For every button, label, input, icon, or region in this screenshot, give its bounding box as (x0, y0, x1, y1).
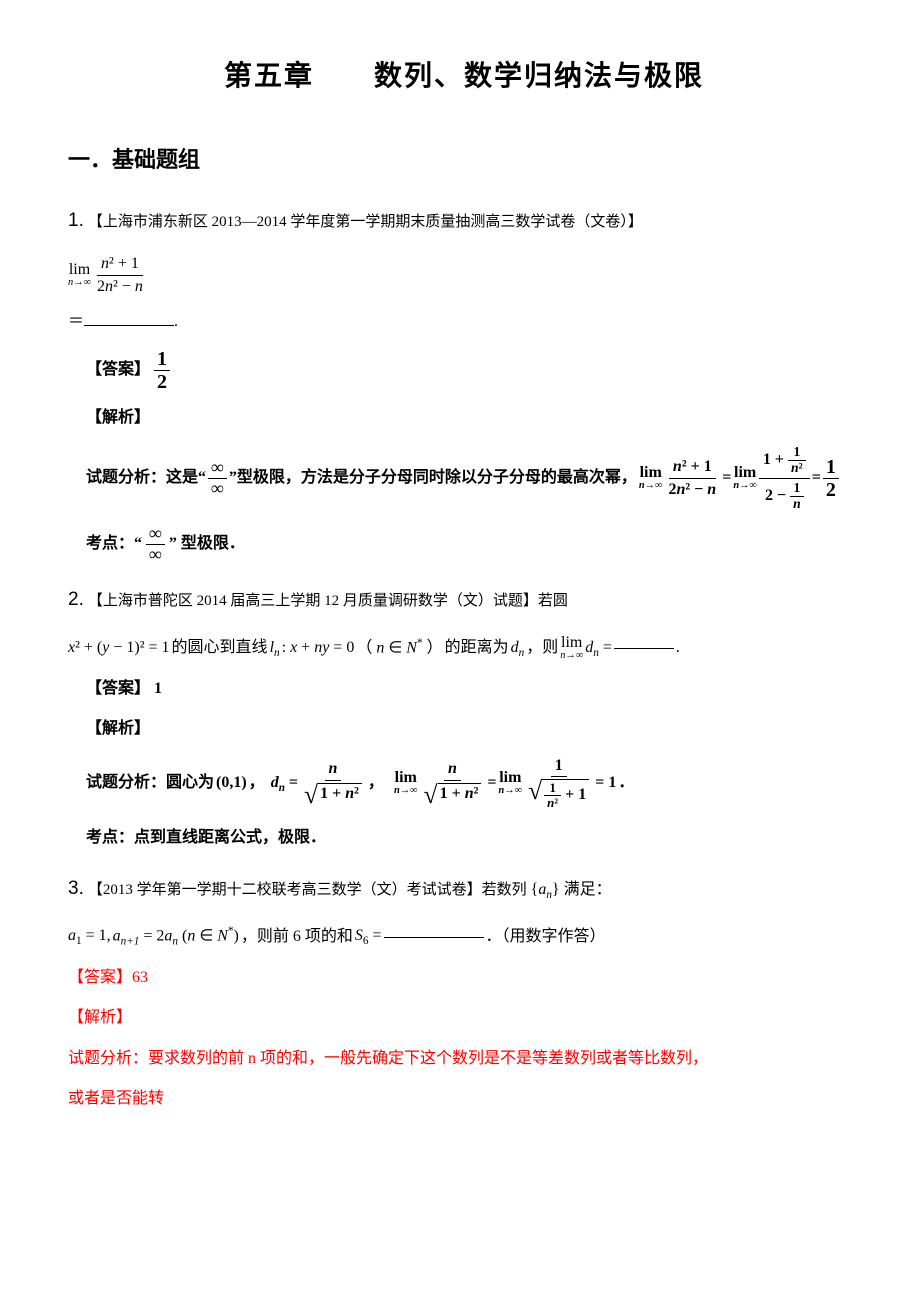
answer-label: 【答案】 (86, 680, 150, 697)
period: ． (618, 768, 634, 798)
sequence-symbol: {an} (531, 881, 560, 898)
equals-sign: = (812, 463, 821, 493)
problem-2-analysis: 试题分析：圆心为 (0,1) ， dn = n √1 + n² ， limn→∞… (86, 755, 860, 813)
problem-source: 【上海市浦东新区 2013—2014 学年度第一学期期末质量抽测高三数学试卷（文… (88, 214, 643, 230)
answer-blank (614, 647, 674, 649)
comma: ， (249, 768, 265, 798)
answer-label: 【答案】 (86, 361, 150, 378)
a1-condition: a1 = 1, (68, 921, 111, 952)
problem-3-condition: a1 = 1, an+1 = 2an (n ∈ N*) ，则前 6 项的和 S6… (68, 921, 860, 953)
recurrence: an+1 = 2an (n ∈ N*) (113, 921, 239, 953)
analysis-prefix: 试题分析：圆心为 (86, 768, 214, 798)
problem-number: 2. (68, 589, 84, 610)
problem-3: 3. 【2013 学年第一学期十二校联考高三数学（文）考试试卷】若数列 {an}… (68, 871, 860, 907)
problem-number: 1. (68, 210, 84, 231)
analysis-mid: ”型极限，方法是分子分母同时除以分子分母的最高次幂， (229, 463, 637, 493)
chain-step2: 1 √1n² + 1 (524, 755, 593, 813)
answer-value: 63 (132, 969, 148, 986)
analysis-prefix: 试题分析：这是“ (86, 463, 206, 493)
text: 的圆心到直线 (172, 633, 268, 663)
problem-2-statement: x² + (y − 1)² = 1 的圆心到直线 ln : x + ny = 0… (68, 633, 860, 664)
limit-fraction: n² + 1 2n² − n (93, 253, 147, 297)
text: ，则前 6 项的和 (241, 922, 353, 952)
problem-source: 【上海市普陀区 2014 届高三上学期 12 月质量调研数学（文）试题】若圆 (88, 593, 568, 609)
period: . (676, 633, 680, 663)
limit-symbol: limn→∞ (394, 770, 418, 796)
equals-sign: = (487, 768, 496, 798)
kaopoint-suffix: ” 型极限． (169, 535, 245, 552)
problem-2-kaopoint: 考点：点到直线距离公式，极限． (86, 823, 860, 853)
limit-symbol: limn→∞ (560, 635, 583, 661)
text: ，则 (526, 633, 558, 663)
chapter-title: 第五章 数列、数学归纳法与极限 (68, 50, 860, 103)
answer-fraction: 1 2 (154, 348, 170, 393)
problem-3-analysis-line1: 试题分析：要求数列的前 n 项的和，一般先确定下这个数列是不是等差数列或者等比数… (68, 1044, 860, 1074)
answer-blank (84, 324, 174, 326)
S6-symbol: S6 = (355, 921, 382, 952)
limit-symbol: lim n→∞ (68, 262, 91, 288)
problem-2: 2. 【上海市普陀区 2014 届高三上学期 12 月质量调研数学（文）试题】若… (68, 582, 860, 618)
problem-1-answer: 【答案】 1 2 (86, 348, 860, 393)
problem-number: 3. (68, 878, 84, 899)
limit-symbol: limn→∞ (733, 465, 757, 491)
problem-1-kaopoint: 考点：“ ∞ ∞ ” 型极限． (86, 524, 860, 565)
distance-symbol: dn (511, 633, 525, 664)
chain-result: 1 2 (823, 456, 839, 501)
limit-symbol: limn→∞ (499, 770, 523, 796)
chain-step1: n √1 + n² (420, 758, 486, 809)
problem-source: 【2013 学年第一学期十二校联考高三数学（文）考试试卷】若数列 (88, 882, 527, 898)
dn-fraction: n √1 + n² (300, 758, 366, 809)
problem-1-blank: ＝. (68, 307, 860, 337)
circle-equation: x² + (y − 1)² = 1 (68, 633, 170, 663)
line-equation: : x + ny = 0 (282, 633, 355, 663)
problem-1-analysis-text: 试题分析：这是“ ∞ ∞ ”型极限，方法是分子分母同时除以分子分母的最高次幂， … (86, 443, 860, 514)
problem-2-analysis-label: 【解析】 (86, 714, 860, 744)
equals-sign: = (722, 463, 731, 493)
answer-blank (384, 936, 484, 938)
problem-3-answer: 【答案】63 (68, 963, 860, 993)
answer-label: 【答案】 (68, 969, 132, 986)
period: . (174, 313, 178, 330)
dn-equals: dn = (271, 768, 298, 799)
problem-3-analysis-label: 【解析】 (68, 1003, 860, 1033)
problem-3-analysis-line2: 或者是否能转 (68, 1084, 860, 1114)
kaopoint-prefix: 考点：“ (86, 535, 146, 552)
problem-1-expression: lim n→∞ n² + 1 2n² − n (68, 253, 860, 297)
limit-symbol: limn→∞ (639, 465, 663, 491)
comma: ， (368, 768, 384, 798)
condition: （ n ∈ N* ） (356, 633, 442, 664)
center-point: (0,1) (216, 768, 247, 798)
line-name: ln (270, 633, 280, 664)
text: 的距离为 (445, 633, 509, 663)
limit-arg: dn = (585, 633, 612, 664)
section-heading: 一．基础题组 (68, 139, 860, 181)
suffix-text: ．（用数字作答） (486, 922, 606, 952)
problem-1: 1. 【上海市浦东新区 2013—2014 学年度第一学期期末质量抽测高三数学试… (68, 203, 860, 239)
problem-2-answer: 【答案】 1 (86, 674, 860, 704)
answer-value: 1 (154, 680, 162, 697)
chain-step1: n² + 1 2n² − n (664, 456, 720, 500)
inf-over-inf-icon: ∞ ∞ (208, 458, 227, 499)
text: 满足： (564, 881, 612, 898)
document-page: 第五章 数列、数学归纳法与极限 一．基础题组 1. 【上海市浦东新区 2013—… (0, 0, 920, 1164)
problem-1-analysis-label: 【解析】 (86, 403, 860, 433)
chain-step2: 1 + 1n² 2 − 1n (759, 443, 810, 514)
inf-over-inf-icon: ∞ ∞ (146, 524, 165, 565)
result: = 1 (595, 768, 616, 798)
equals-sign: ＝ (68, 313, 84, 330)
